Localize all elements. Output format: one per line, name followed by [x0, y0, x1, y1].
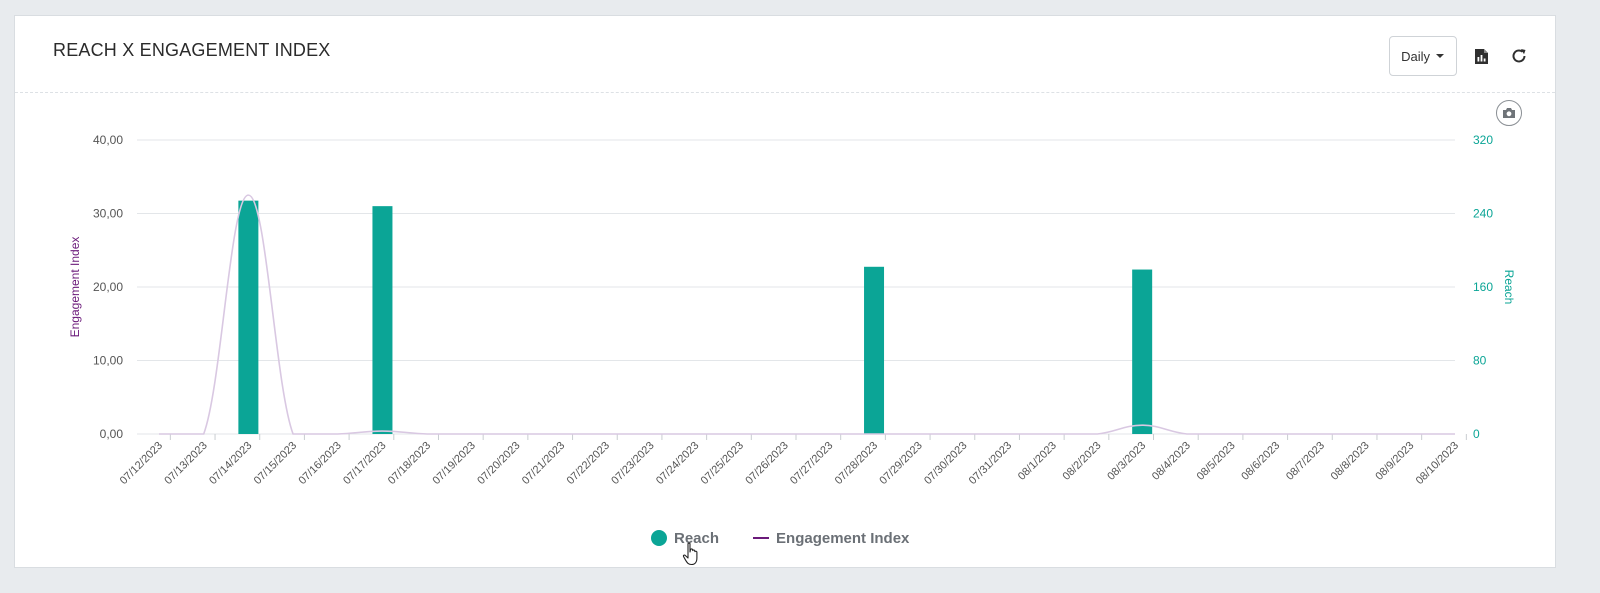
- y-left-axis-title: Engagement Index: [68, 237, 82, 338]
- y-right-axis-title: Reach: [1502, 270, 1516, 305]
- y-left-tick-label: 10,00: [93, 354, 123, 368]
- x-tick-label: 08/2/2023: [1061, 440, 1104, 483]
- y-left-tick-label: 40,00: [93, 133, 123, 147]
- bar-reach: [1132, 269, 1153, 434]
- x-tick-label: 07/16/2023: [296, 440, 343, 487]
- card-title: REACH X ENGAGEMENT INDEX: [53, 40, 331, 60]
- card-header: REACH X ENGAGEMENT INDEX Daily: [15, 16, 1555, 93]
- x-tick-label: 08/8/2023: [1329, 440, 1372, 483]
- x-tick-label: 07/12/2023: [118, 440, 165, 487]
- x-tick-label: 07/24/2023: [654, 440, 701, 487]
- period-select[interactable]: Daily: [1389, 36, 1457, 76]
- x-tick-label: 07/13/2023: [162, 440, 209, 487]
- x-tick-label: 08/7/2023: [1284, 440, 1327, 483]
- line-engagement-index: [159, 194, 1455, 435]
- x-tick-label: 08/10/2023: [1414, 440, 1461, 487]
- x-tick-label: 07/21/2023: [520, 440, 567, 487]
- legend-line-engagement: [753, 537, 770, 539]
- x-tick-label: 07/25/2023: [699, 440, 746, 487]
- period-select-value: Daily: [1401, 48, 1430, 64]
- x-tick-label: 07/27/2023: [788, 440, 835, 487]
- x-tick-label: 08/1/2023: [1016, 440, 1059, 483]
- y-left-tick-label: 20,00: [93, 280, 123, 294]
- x-tick-label: 08/9/2023: [1373, 440, 1416, 483]
- y-left-tick-label: 30,00: [93, 207, 123, 221]
- refresh-icon[interactable]: [1505, 42, 1533, 70]
- x-tick-label: 07/19/2023: [431, 440, 478, 487]
- y-right-tick-label: 320: [1473, 133, 1493, 147]
- bar-reach: [864, 266, 885, 434]
- x-tick-label: 07/28/2023: [833, 440, 880, 487]
- hand-cursor-icon: [682, 542, 698, 566]
- y-right-tick-label: 80: [1473, 354, 1487, 368]
- x-tick-label: 07/31/2023: [967, 440, 1014, 487]
- x-tick-label: 08/4/2023: [1150, 440, 1193, 483]
- legend-label-reach: Reach: [674, 529, 720, 547]
- camera-icon[interactable]: [1496, 100, 1522, 126]
- x-tick-label: 07/29/2023: [877, 440, 924, 487]
- card-toolbar: Daily: [1389, 36, 1533, 76]
- y-right-tick-label: 0: [1473, 427, 1480, 441]
- x-tick-label: 07/23/2023: [609, 440, 656, 487]
- chart-card: REACH X ENGAGEMENT INDEX Daily: [14, 15, 1556, 568]
- y-right-tick-label: 240: [1473, 207, 1493, 221]
- x-tick-label: 07/17/2023: [341, 440, 388, 487]
- x-tick-label: 07/15/2023: [252, 440, 299, 487]
- bar-reach: [238, 200, 259, 434]
- x-tick-label: 07/26/2023: [743, 440, 790, 487]
- x-tick-label: 08/6/2023: [1239, 440, 1282, 483]
- y-left-tick-label: 0,00: [100, 427, 124, 441]
- legend-item-reach[interactable]: Reach: [651, 530, 719, 547]
- x-tick-label: 07/22/2023: [565, 440, 612, 487]
- x-tick-label: 07/20/2023: [475, 440, 522, 487]
- x-tick-label: 08/5/2023: [1195, 440, 1238, 483]
- y-right-tick-label: 160: [1473, 280, 1493, 294]
- chart-legend: Reach Engagement Index: [651, 526, 909, 550]
- bar-reach: [372, 206, 393, 434]
- legend-label-engagement: Engagement Index: [776, 529, 910, 547]
- x-tick-label: 07/18/2023: [386, 440, 433, 487]
- pdf-export-icon[interactable]: [1467, 42, 1495, 70]
- legend-item-engagement[interactable]: Engagement Index: [753, 530, 909, 547]
- x-tick-label: 07/14/2023: [207, 440, 254, 487]
- x-tick-label: 07/30/2023: [922, 440, 969, 487]
- caret-down-icon: [1436, 54, 1444, 58]
- legend-dot-reach: [651, 530, 667, 546]
- x-tick-label: 08/3/2023: [1105, 440, 1148, 483]
- reach-engagement-chart: 0,00 10,00 20,00 30,00 40,00 0 80 160 240 320 Enga…: [68, 133, 1516, 487]
